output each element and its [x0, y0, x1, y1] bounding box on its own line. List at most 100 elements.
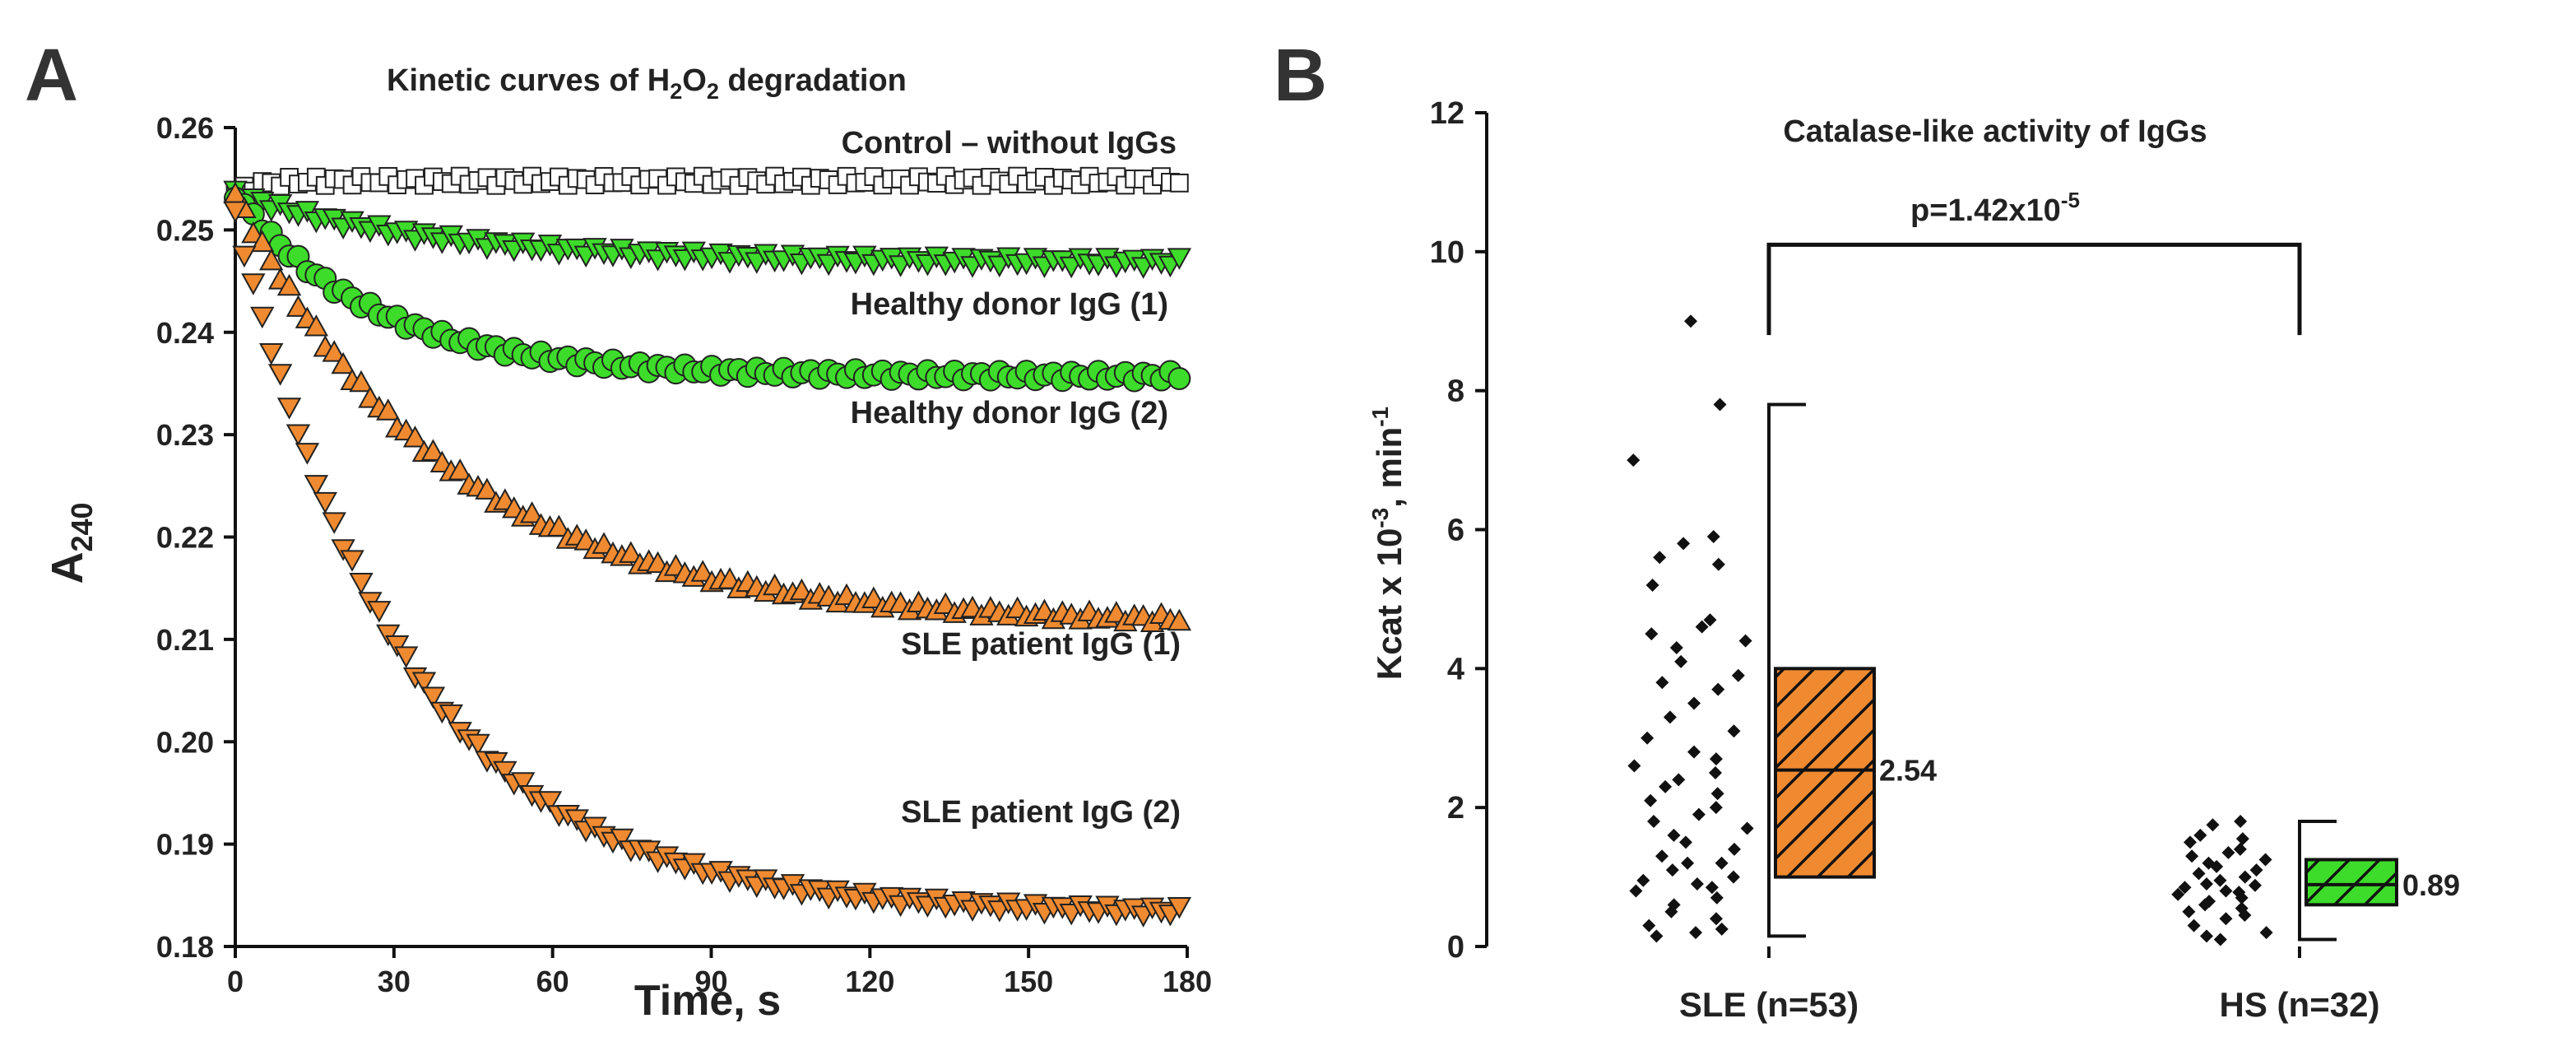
data-point [349, 572, 374, 595]
series-3: SLE patient IgG (1) [223, 181, 1192, 662]
data-point [1655, 676, 1669, 690]
data-point [331, 539, 355, 561]
data-point [466, 733, 490, 756]
data-point [1641, 731, 1655, 745]
data-point [1642, 918, 1656, 932]
series-0: Control – without IgGs [225, 126, 1189, 204]
y-tick-label: 10 [1430, 235, 1464, 270]
data-point [2213, 873, 2227, 887]
data-point [1692, 807, 1706, 821]
data-point [2249, 863, 2263, 877]
data-point [1167, 366, 1191, 390]
y-tick-label: 0.24 [156, 316, 214, 350]
data-point [610, 828, 634, 851]
data-point [1645, 579, 1659, 593]
data-point [313, 491, 337, 514]
x-tick-label: 30 [378, 965, 411, 998]
data-point [1169, 173, 1189, 193]
data-point [1709, 801, 1723, 815]
y-tick-label: 0.21 [156, 623, 214, 657]
data-point [331, 351, 355, 374]
data-point [1645, 627, 1659, 641]
data-point [1715, 856, 1729, 870]
y-tick-label: 0 [1447, 930, 1464, 965]
significance-bracket [1766, 242, 2302, 336]
data-point [322, 340, 346, 362]
data-point [1727, 842, 1741, 856]
data-point [2198, 898, 2212, 912]
data-point [1706, 529, 1720, 543]
median-label: 0.89 [2402, 868, 2460, 902]
x-tick-label: 60 [536, 965, 569, 998]
data-point [2182, 905, 2196, 918]
data-point [1674, 654, 1688, 668]
panel-b-pvalue: p=1.42x10-5 [1910, 188, 2080, 228]
data-point [1687, 696, 1701, 710]
series-label: Control – without IgGs [842, 126, 1177, 160]
box-iqr [1774, 667, 1876, 879]
data-point [259, 343, 284, 365]
data-point [295, 443, 320, 465]
y-tick-label: 0.18 [156, 930, 214, 964]
data-point [1711, 682, 1725, 696]
data-point [2235, 832, 2249, 846]
data-point [1689, 926, 1703, 940]
data-point [1705, 881, 1719, 895]
data-point [384, 635, 410, 658]
data-point [1672, 773, 1686, 787]
data-point [2219, 884, 2233, 898]
data-point [223, 201, 248, 223]
data-point [304, 475, 329, 497]
data-point [564, 809, 589, 831]
data-point [1710, 787, 1724, 801]
data-point [1627, 759, 1641, 773]
data-point [1687, 745, 1701, 759]
data-point [1709, 752, 1723, 766]
data-point [2178, 881, 2192, 895]
data-point [276, 398, 302, 420]
data-point [2206, 818, 2220, 832]
data-point [1727, 724, 1741, 738]
data-point [322, 512, 346, 534]
data-point [439, 704, 463, 727]
data-point [537, 791, 563, 813]
series-1: Healthy donor IgG (1) [223, 180, 1192, 322]
data-point [1659, 779, 1673, 793]
data-point [1709, 912, 1723, 926]
x-tick-label: 150 [1004, 965, 1053, 998]
median-label: 2.54 [1879, 754, 1937, 788]
data-point [2199, 877, 2213, 891]
data-point [420, 439, 446, 461]
data-point [259, 248, 284, 271]
series-4: SLE patient IgG (2) [223, 201, 1192, 928]
data-point [2171, 887, 2185, 901]
group-0: 2.54 SLE (n=53) [1627, 314, 1937, 1024]
data-point [2238, 870, 2252, 884]
data-point [1740, 821, 1754, 835]
data-point [2213, 932, 2227, 946]
y-tick-label: 0.23 [156, 418, 214, 452]
data-point [1653, 551, 1667, 565]
data-point [1708, 765, 1722, 779]
data-point [1713, 398, 1727, 412]
data-point [241, 273, 266, 295]
data-point [1655, 849, 1669, 863]
y-tick-label: 0.19 [156, 828, 214, 862]
data-point [1644, 793, 1658, 807]
data-point [393, 646, 419, 668]
series-label: SLE patient IgG (1) [901, 627, 1181, 662]
data-point [546, 514, 572, 537]
data-point [519, 501, 545, 523]
data-point [1726, 870, 1740, 884]
data-point [295, 201, 320, 223]
data-point [2238, 909, 2252, 923]
data-point [2183, 835, 2197, 849]
data-point [304, 314, 329, 337]
data-point [1636, 873, 1650, 887]
category-label: HS (n=32) [2220, 985, 2380, 1024]
data-point [402, 426, 428, 448]
data-point [1703, 613, 1717, 627]
y-tick-label: 4 [1447, 652, 1464, 686]
data-point [1677, 537, 1691, 551]
